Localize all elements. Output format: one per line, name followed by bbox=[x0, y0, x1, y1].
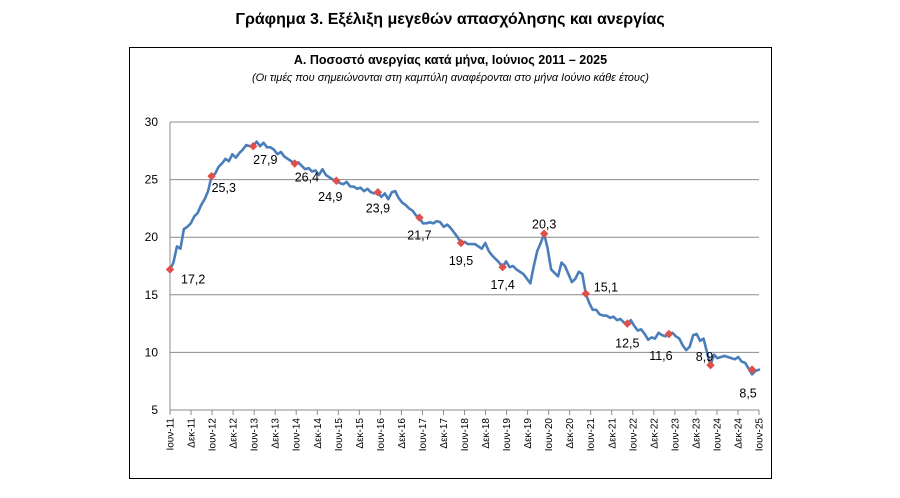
series-layer bbox=[168, 140, 761, 376]
data-label: 17,2 bbox=[181, 272, 205, 286]
x-tick-label: Ιουν-18 bbox=[460, 418, 471, 452]
data-label: 8,9 bbox=[696, 350, 713, 364]
data-label: 27,9 bbox=[253, 153, 277, 167]
x-tick-label: Δεκ-17 bbox=[439, 418, 450, 449]
chart-frame bbox=[129, 47, 772, 479]
x-tick-label: Ιουν-11 bbox=[166, 418, 177, 451]
june-marker bbox=[664, 329, 674, 339]
x-tick-label: Ιουν-17 bbox=[418, 418, 429, 452]
x-tick-label: Δεκ-15 bbox=[355, 418, 366, 449]
x-tick-label: Ιουν-25 bbox=[755, 418, 766, 452]
june-marker bbox=[290, 159, 299, 168]
data-labels: 17,2 25,3 27,9 26,4 24,9 23,9 21,7 19,5 17,4 20,3… bbox=[181, 153, 757, 400]
y-tick-labels: 5 10 15 20 25 30 bbox=[145, 115, 159, 417]
data-label: 12,5 bbox=[615, 337, 639, 351]
x-tick-labels: Ιουν-11 Δεκ-11 Ιουν-12 Δεκ-12 Ιουν-13 Δεκ-13 Ι… bbox=[166, 418, 766, 452]
page-title: Γράφημα 3. Εξέλιξη μεγεθών απασχόλησης κ… bbox=[235, 11, 665, 28]
x-tick-label: Δεκ-20 bbox=[565, 418, 576, 449]
data-label: 26,4 bbox=[295, 170, 319, 184]
june-marker bbox=[248, 141, 258, 151]
x-tick-label: Δεκ-23 bbox=[691, 418, 702, 449]
data-label: 24,9 bbox=[318, 190, 342, 204]
june-marker bbox=[332, 176, 341, 185]
june-marker bbox=[456, 238, 466, 248]
x-tick-label: Ιουν-19 bbox=[502, 418, 513, 452]
june-marker bbox=[373, 188, 383, 197]
data-label: 25,3 bbox=[212, 181, 236, 195]
data-label: 8,5 bbox=[739, 387, 756, 401]
x-tick-label: Δεκ-18 bbox=[481, 418, 492, 449]
june-marker bbox=[623, 319, 632, 328]
y-tick-label: 30 bbox=[145, 115, 159, 129]
x-tick-label: Ιουν-15 bbox=[334, 418, 345, 452]
june-marker bbox=[747, 365, 757, 374]
data-label: 20,3 bbox=[532, 218, 556, 232]
x-tick-label: Δεκ-11 bbox=[187, 418, 198, 448]
x-tick-label: Ιουν-22 bbox=[628, 418, 639, 452]
june-marker bbox=[165, 265, 175, 274]
y-tick-label: 20 bbox=[145, 230, 159, 244]
unemployment-rate-line bbox=[168, 140, 761, 376]
x-tick-label: Ιουν-21 bbox=[586, 418, 597, 452]
x-tick-label: Ιουν-23 bbox=[670, 418, 681, 452]
x-tick-label: Ιουν-24 bbox=[712, 418, 723, 452]
y-tick-label: 10 bbox=[145, 345, 159, 359]
x-tick-label: Ιουν-12 bbox=[208, 418, 219, 452]
x-tick-label: Δεκ-19 bbox=[523, 418, 534, 449]
x-tick-label: Ιουν-20 bbox=[544, 418, 555, 452]
x-tick-label: Ιουν-13 bbox=[250, 418, 261, 452]
x-tick-label: Δεκ-24 bbox=[733, 418, 744, 449]
june-marker bbox=[581, 289, 591, 298]
x-tick-label: Ιουν-16 bbox=[376, 418, 387, 452]
x-tick-label: Δεκ-22 bbox=[649, 418, 660, 449]
x-tick-label: Ιουν-14 bbox=[292, 418, 303, 452]
june-marker bbox=[498, 262, 507, 272]
chart-subtitle: (Οι τιμές που σημειώνονται στη καμπύλη α… bbox=[252, 72, 649, 84]
x-tick-label: Δεκ-14 bbox=[313, 418, 324, 449]
june-marker bbox=[207, 171, 216, 181]
x-tick-label: Δεκ-12 bbox=[229, 418, 240, 449]
june-marker bbox=[415, 213, 424, 222]
x-tick-label: Δεκ-21 bbox=[607, 418, 618, 449]
data-label: 19,5 bbox=[449, 254, 473, 268]
y-tick-label: 5 bbox=[151, 403, 158, 417]
y-tick-label: 25 bbox=[145, 173, 159, 187]
data-label: 11,6 bbox=[649, 349, 672, 363]
x-tick-label: Δεκ-16 bbox=[397, 418, 408, 449]
data-label: 17,4 bbox=[490, 278, 514, 292]
data-label: 21,7 bbox=[407, 229, 431, 243]
data-label: 15,1 bbox=[594, 281, 618, 295]
x-tick-label: Δεκ-13 bbox=[271, 418, 282, 449]
chart-title: Α. Ποσοστό ανεργίας κατά μήνα, Ιούνιος 2… bbox=[293, 53, 608, 67]
data-label: 23,9 bbox=[366, 201, 390, 215]
june-marker bbox=[706, 360, 715, 370]
y-tick-label: 15 bbox=[145, 288, 159, 302]
